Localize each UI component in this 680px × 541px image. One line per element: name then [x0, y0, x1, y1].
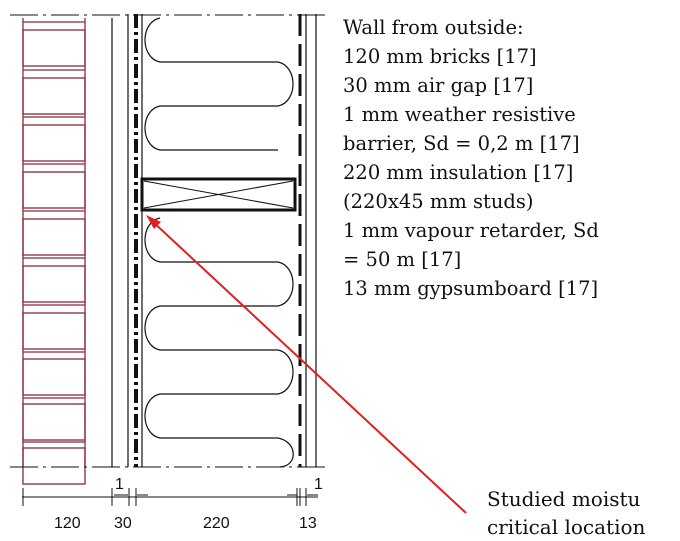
brick — [22, 265, 86, 303]
brick — [22, 124, 86, 162]
dim-30: 30 — [114, 515, 132, 532]
gypsum-layer — [305, 14, 317, 467]
note-line-1: Studied moistu — [487, 487, 641, 511]
location-arrow — [146, 215, 467, 514]
desc-line: 13 mm gypsumboard [17] — [343, 277, 599, 300]
desc-line: 220 mm insulation [17] — [343, 161, 574, 184]
brick — [22, 358, 86, 396]
brick — [22, 447, 86, 485]
wall-description: Wall from outside: 120 mm bricks [17] 30… — [343, 13, 680, 303]
dim-13: 13 — [299, 515, 317, 532]
location-note: Studied moistu critical location — [487, 485, 645, 541]
desc-line: 1 mm vapour retarder, Sd — [343, 219, 599, 242]
desc-line: Wall from outside: — [343, 16, 524, 39]
dim-1-retarder: 1 — [314, 476, 323, 493]
brick — [22, 218, 86, 256]
dim-220: 220 — [203, 515, 230, 532]
cut-lines — [10, 14, 325, 468]
air-gap-layer — [111, 14, 138, 467]
brick — [22, 403, 86, 441]
desc-line: = 50 m [17] — [343, 248, 462, 271]
dim-1-barrier: 1 — [115, 476, 124, 493]
insulation-batt-upper — [144, 17, 294, 151]
brick — [22, 29, 86, 67]
dimension-chain — [22, 488, 318, 506]
desc-line: 120 mm bricks [17] — [343, 45, 537, 68]
brick-layer — [22, 18, 86, 485]
insulation-batt-lower — [144, 217, 294, 468]
dim-120: 120 — [54, 515, 81, 532]
insulation-layer — [140, 14, 302, 468]
desc-line: 30 mm air gap [17] — [343, 74, 534, 97]
brick — [22, 171, 86, 209]
desc-line: 1 mm weather resistive — [343, 103, 576, 126]
stud — [140, 177, 297, 212]
desc-line: barrier, Sd = 0,2 m [17] — [343, 132, 580, 155]
note-line-2: critical location — [487, 515, 646, 539]
desc-line: (220x45 mm studs) — [343, 190, 534, 213]
brick — [22, 77, 86, 115]
brick — [22, 312, 86, 350]
